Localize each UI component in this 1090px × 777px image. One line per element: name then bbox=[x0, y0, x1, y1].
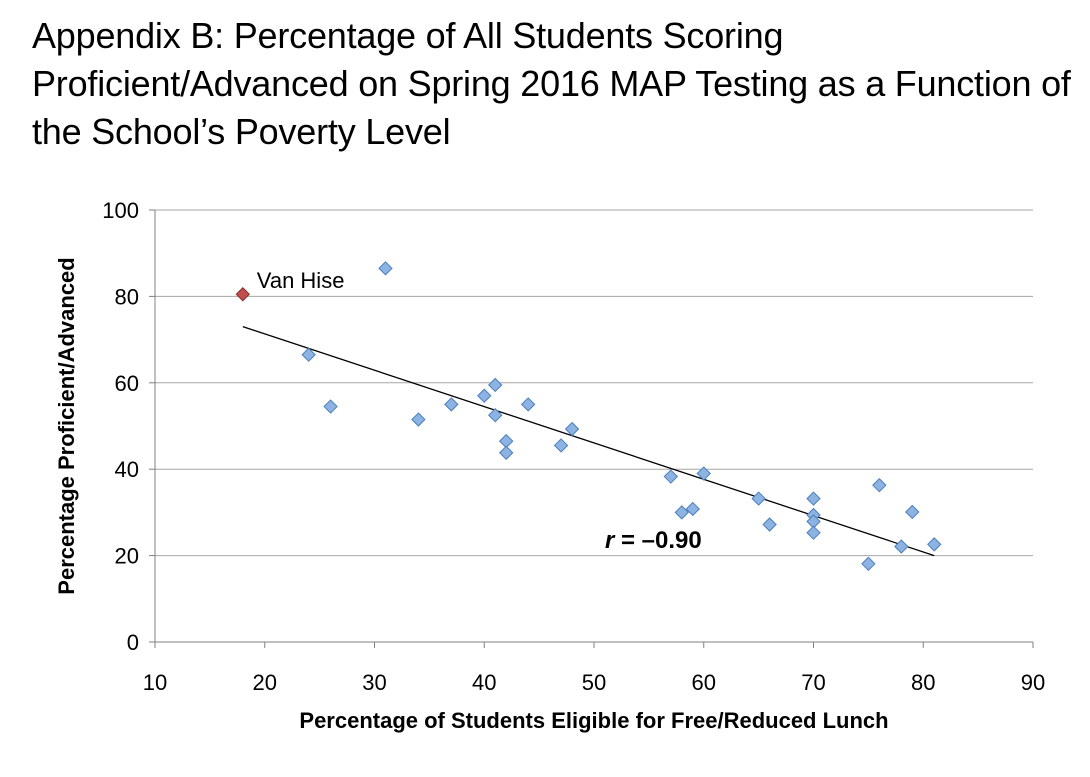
data-point-24 bbox=[872, 477, 887, 493]
x-tick-label-60: 60 bbox=[692, 670, 716, 695]
x-tick-label-50: 50 bbox=[582, 670, 606, 695]
data-point-19 bbox=[762, 517, 777, 532]
x-tick-label-10: 10 bbox=[143, 670, 167, 695]
trendline-group bbox=[242, 326, 935, 557]
data-points bbox=[235, 261, 942, 572]
data-point-13 bbox=[564, 421, 580, 437]
correlation-annotation: r = –0.90 bbox=[605, 527, 702, 554]
data-point-4 bbox=[411, 412, 426, 427]
data-point-28 bbox=[861, 556, 876, 572]
y-axis-label: Percentage Proficient/Advanced bbox=[54, 257, 79, 594]
data-point-highlight bbox=[235, 287, 251, 302]
data-point-26 bbox=[894, 539, 909, 554]
y-tick-label-0: 0 bbox=[127, 630, 139, 655]
y-tick-label-60: 60 bbox=[115, 371, 139, 396]
data-point-2 bbox=[301, 347, 316, 362]
data-point-14 bbox=[663, 469, 679, 484]
data-point-27 bbox=[927, 537, 942, 552]
data-point-12 bbox=[553, 438, 569, 453]
correlation-symbol: r bbox=[605, 527, 616, 554]
y-tick-label-20: 20 bbox=[115, 544, 139, 569]
data-point-7 bbox=[488, 377, 503, 393]
data-point-23 bbox=[806, 525, 821, 540]
axes bbox=[149, 209, 1034, 648]
y-tick-label-40: 40 bbox=[115, 457, 139, 482]
y-tick-labels: 0 20 40 60 80 100 bbox=[102, 198, 139, 655]
x-tick-label-40: 40 bbox=[472, 670, 496, 695]
data-point-9 bbox=[520, 397, 536, 412]
data-point-5 bbox=[444, 397, 459, 412]
y-tick-label-80: 80 bbox=[115, 284, 139, 309]
x-tick-label-90: 90 bbox=[1021, 670, 1045, 695]
data-point-15 bbox=[696, 466, 711, 481]
x-axis-label: Percentage of Students Eligible for Free… bbox=[299, 708, 888, 733]
correlation-value: = –0.90 bbox=[614, 527, 701, 554]
x-tick-label-20: 20 bbox=[253, 670, 277, 695]
data-point-3 bbox=[323, 399, 338, 414]
data-point-16 bbox=[674, 505, 690, 520]
x-tick-label-80: 80 bbox=[911, 670, 935, 695]
y-tick-label-100: 100 bbox=[102, 198, 139, 223]
highlight-label: Van Hise bbox=[257, 268, 345, 293]
x-tick-labels: 10 20 30 40 50 60 70 80 90 bbox=[143, 670, 1045, 695]
data-point-20 bbox=[806, 491, 821, 506]
data-point-17 bbox=[685, 501, 700, 517]
x-tick-label-30: 30 bbox=[362, 670, 386, 695]
data-point-25 bbox=[905, 504, 920, 520]
page-title: Appendix B: Percentage of All Students S… bbox=[32, 15, 1071, 152]
data-point-11 bbox=[498, 445, 514, 460]
data-point-6 bbox=[477, 388, 492, 403]
data-point-18 bbox=[751, 491, 766, 506]
trendline bbox=[242, 326, 935, 557]
gridlines bbox=[155, 209, 1033, 557]
annotations: Van Hise r = –0.90 bbox=[257, 268, 702, 554]
x-tick-label-70: 70 bbox=[801, 670, 825, 695]
data-point-8 bbox=[488, 407, 503, 423]
data-point-1 bbox=[378, 261, 393, 276]
